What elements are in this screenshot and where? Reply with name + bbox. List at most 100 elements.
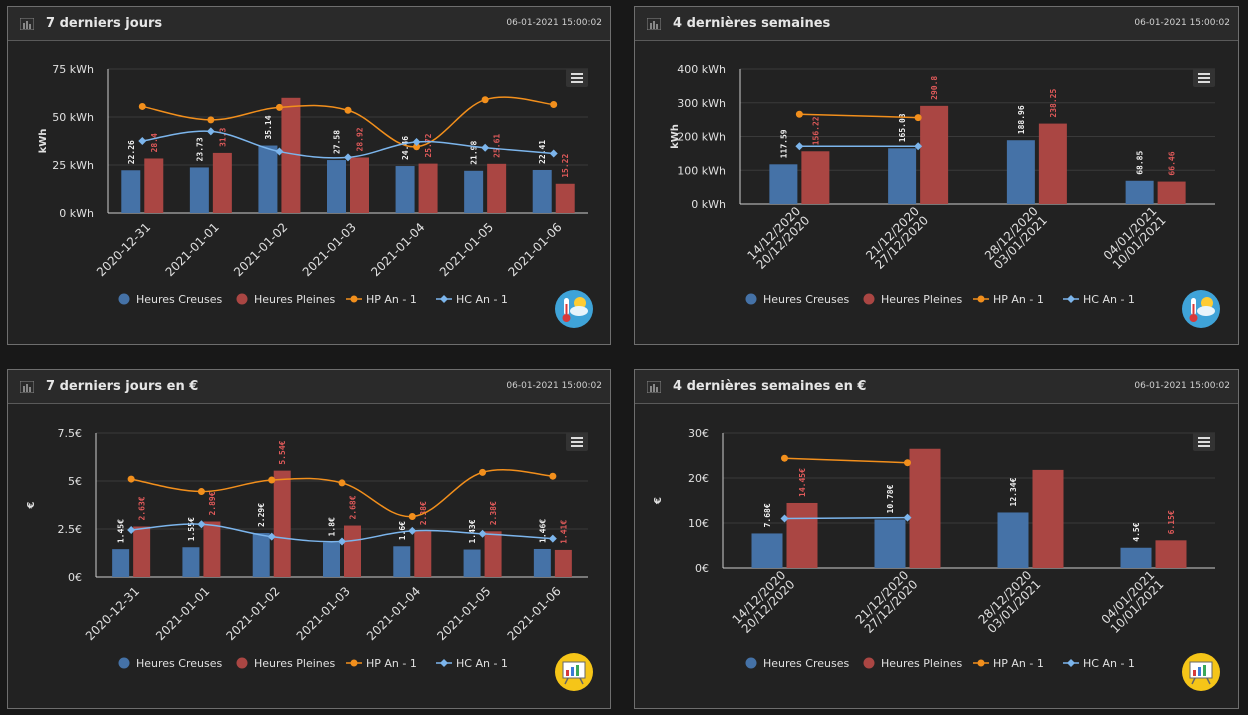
legend-label: HP An - 1 (366, 293, 417, 306)
legend-item[interactable]: HC An - 1 (436, 293, 508, 306)
data-label: 66.46 (1168, 151, 1177, 175)
point-hp-prev (549, 472, 557, 480)
x-tick-line: 2021-01-03 (300, 220, 359, 279)
bar-hp (1032, 469, 1064, 568)
point-hp-prev (138, 102, 146, 110)
data-label: 23.73 (195, 137, 204, 161)
data-label: 2.63€ (138, 496, 147, 520)
menu-line (571, 441, 583, 443)
legend-label: Heures Creuses (763, 657, 849, 670)
y-tick-label: 25 kWh (52, 159, 94, 172)
x-tick-label: 28/12/202003/01/2021 (982, 204, 1050, 272)
line-hp-prev (799, 113, 919, 119)
chart-menu-icon[interactable] (1193, 69, 1215, 87)
legend-item[interactable]: HP An - 1 (346, 657, 417, 670)
bar-hc (182, 547, 200, 577)
legend-label: Heures Creuses (136, 293, 222, 306)
legend-symbol (350, 295, 358, 303)
data-label: 1.43€ (468, 519, 477, 543)
chart-menu-icon[interactable] (566, 433, 588, 451)
x-tick-label: 28/12/202003/01/2021 (976, 568, 1044, 636)
panel-4-weeks-kwh: 4 dernières semaines 06-01-2021 15:00:02… (634, 6, 1239, 345)
point-hp-prev (413, 143, 421, 151)
bar-chart-icon (20, 18, 34, 30)
data-label: 28.4 (150, 133, 159, 152)
menu-line (1198, 81, 1210, 83)
y-tick-label: 0€ (695, 562, 709, 575)
data-label: 28.92 (356, 127, 365, 151)
chart-menu-icon[interactable] (566, 69, 588, 87)
menu-line (571, 81, 583, 83)
legend-symbol (118, 657, 130, 669)
point-hp-prev (338, 479, 346, 487)
data-label: 5.54€ (278, 440, 287, 464)
legend-item[interactable]: Heures Creuses (118, 293, 223, 306)
x-tick-line: 2021-01-06 (505, 220, 564, 279)
legend-label: Heures Pleines (254, 293, 336, 306)
x-tick-label: 2021-01-05 (437, 220, 496, 279)
legend-item[interactable]: Heures Pleines (863, 293, 963, 306)
menu-line (571, 73, 583, 75)
legend-item[interactable]: Heures Creuses (745, 293, 850, 306)
legend-item[interactable]: HC An - 1 (1063, 657, 1135, 670)
thermometer-weather-icon[interactable] (554, 289, 594, 329)
point-hp-prev (197, 488, 205, 496)
legend-symbol (440, 295, 448, 303)
data-label: 24.46 (401, 136, 410, 160)
bar-hc (393, 546, 411, 577)
bar-chart-icon (20, 381, 34, 393)
panel-7-days-euro: 7 derniers jours en € 06-01-2021 15:00:0… (7, 369, 611, 709)
thermometer-weather-icon[interactable] (1181, 289, 1221, 329)
panel-title: 7 derniers jours en € (46, 379, 199, 394)
point-hc-prev (408, 526, 417, 535)
bar-hc (327, 160, 346, 213)
data-label: 27.58 (333, 130, 342, 154)
data-label: 1.8€ (328, 517, 337, 536)
y-tick-label: 20€ (688, 472, 709, 485)
bar-hc (533, 548, 551, 577)
legend-symbol (977, 659, 985, 667)
legend-label: HC An - 1 (1083, 293, 1135, 306)
legend-item[interactable]: Heures Creuses (118, 657, 223, 670)
legend-item[interactable]: HC An - 1 (436, 657, 508, 670)
data-label: 1.45€ (117, 519, 126, 543)
legend-item[interactable]: HP An - 1 (973, 293, 1044, 306)
bar-hp (418, 163, 438, 213)
x-tick-line: 2021-01-02 (231, 220, 290, 279)
chart-4-weeks-euro: 0€ 10€ 20€ 30€ €7.68€ 10.78€ 12.34€ 4.5€ 14.45€ 6… (653, 427, 1215, 670)
y-tick-label: 10€ (688, 517, 709, 530)
presentation-chart-icon[interactable] (554, 652, 594, 692)
legend-item[interactable]: Heures Pleines (236, 293, 336, 306)
point-hp-prev (479, 468, 487, 476)
presentation-chart-icon[interactable] (1181, 652, 1221, 692)
legend-item[interactable]: Heures Pleines (863, 657, 963, 670)
point-hp-prev (268, 476, 276, 484)
legend-label: Heures Creuses (763, 293, 849, 306)
x-tick-line: 2021-01-01 (163, 220, 222, 279)
data-label: 290.8 (930, 76, 939, 100)
x-tick-label: 2021-01-06 (505, 584, 564, 643)
chart-menu-icon[interactable] (1193, 433, 1215, 451)
legend-item[interactable]: Heures Creuses (745, 657, 850, 670)
x-tick-label: 21/12/202027/12/2020 (853, 568, 921, 636)
bar-hp (920, 105, 949, 204)
legend-item[interactable]: HC An - 1 (1063, 293, 1135, 306)
data-label: 4.5€ (1132, 522, 1141, 541)
x-tick-label: 2021-01-04 (368, 220, 427, 279)
point-hc-prev (795, 142, 804, 151)
legend-item[interactable]: HP An - 1 (973, 657, 1044, 670)
legend-label: HC An - 1 (1083, 657, 1135, 670)
legend-item[interactable]: HP An - 1 (346, 293, 417, 306)
panel-title: 4 dernières semaines (673, 16, 831, 31)
point-hp-prev (275, 103, 283, 111)
panel-header: 4 dernières semaines en € 06-01-2021 15:… (635, 370, 1238, 404)
legend-item[interactable]: Heures Pleines (236, 657, 336, 670)
legend-symbol (350, 659, 358, 667)
y-tick-label: 50 kWh (52, 111, 94, 124)
bar-chart-icon (647, 381, 661, 393)
x-tick-line: 2020-12-31 (83, 584, 142, 643)
bar-hc (769, 164, 798, 204)
bar-hp (212, 152, 232, 213)
panel-timestamp: 06-01-2021 15:00:02 (506, 381, 602, 391)
legend-label: HP An - 1 (993, 293, 1044, 306)
